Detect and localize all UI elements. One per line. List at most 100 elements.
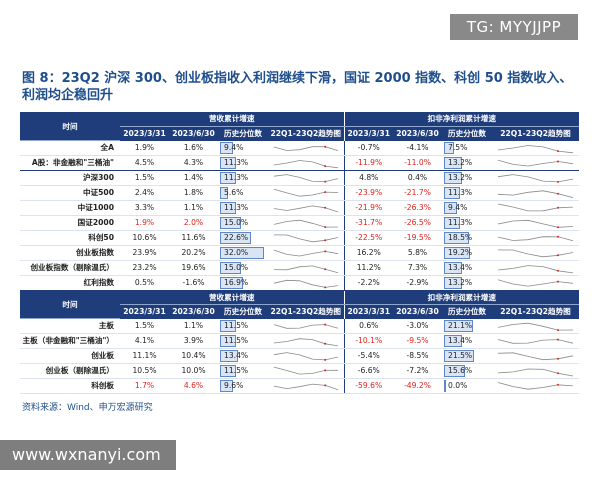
revenue-growth-cell: 10.4% (169, 348, 218, 364)
revenue-growth-cell: 1.7% (120, 378, 169, 394)
percentile-value: 15.0% (224, 218, 249, 228)
group-header-profit: 扣非净利润累计增速 (343, 112, 580, 127)
percentile-bar (444, 246, 470, 259)
revenue-growth-cell: 4.5% (120, 155, 169, 171)
profit-growth-cell: -22.5% (343, 230, 393, 246)
profit-growth-cell: -2.2% (343, 275, 393, 291)
percentile-cell: 21.5% (442, 348, 492, 364)
percentile-cell: 13.4% (442, 333, 492, 349)
profit-growth-cell: -23.9% (343, 185, 393, 201)
header-row-group: 时间 营收累计增速 扣非净利润累计增速 (20, 290, 580, 320)
col-header-name: 时间 (20, 112, 120, 142)
trend-sparkline (492, 185, 580, 201)
group-header-profit: 扣非净利润累计增速 (343, 290, 580, 305)
col-header-trend: 22Q1-23Q2趋势图 (492, 126, 580, 141)
percentile-value: 11.3% (224, 173, 249, 183)
revenue-growth-cell: 1.6% (169, 140, 218, 156)
table-row: 沪深300 1.5% 1.4% 11.3% 4.8% 0.4% 13.2% (20, 170, 580, 186)
profit-growth-cell: 4.8% (343, 170, 393, 186)
trend-sparkline (268, 140, 344, 156)
percentile-value: 19.2% (448, 248, 473, 258)
table-row: 红利指数 0.5% -1.6% 16.9% -2.2% -2.9% 13.2% (20, 275, 580, 291)
row-name: 创业板 (20, 348, 120, 364)
percentile-value: 11.5% (224, 336, 249, 346)
percentile-bar (220, 216, 241, 229)
percentile-cell: 11.5% (218, 318, 268, 334)
revenue-growth-cell: 10.6% (120, 230, 169, 246)
trend-sparkline (492, 318, 580, 334)
percentile-bar (220, 186, 228, 199)
trend-sparkline (492, 215, 580, 231)
percentile-bar (444, 201, 457, 214)
trend-sparkline (492, 200, 580, 216)
revenue-growth-cell: 10.5% (120, 363, 169, 379)
trend-sparkline (268, 260, 344, 276)
profit-growth-cell: 0.4% (393, 170, 442, 186)
row-name: 国证2000 (20, 215, 120, 231)
percentile-bar (220, 141, 233, 154)
revenue-growth-cell: 4.1% (120, 333, 169, 349)
table-row: 科创50 10.6% 11.6% 22.6% -22.5% -19.5% 18.5% (20, 230, 580, 246)
revenue-growth-cell: 11.1% (120, 348, 169, 364)
percentile-cell: 15.0% (218, 215, 268, 231)
table-row: A股：非金融和"三桶油" 4.5% 4.3% 11.3% -11.9% -11.0% 13.… (20, 155, 580, 171)
percentile-bar (220, 201, 236, 214)
percentile-value: 16.9% (224, 278, 249, 288)
percentile-cell: 13.2% (442, 170, 492, 186)
percentile-bar (220, 246, 264, 259)
revenue-growth-cell: -1.6% (169, 275, 218, 291)
trend-sparkline (492, 245, 580, 261)
table-row: 创业板 11.1% 10.4% 13.4% -5.4% -8.5% 21.5% (20, 348, 580, 364)
percentile-bar (220, 364, 236, 377)
trend-sparkline (268, 155, 344, 171)
percentile-value: 32.0% (224, 248, 249, 258)
percentile-value: 13.4% (224, 351, 249, 361)
trend-sparkline (268, 230, 344, 246)
figure-title: 图 8：23Q2 沪深 300、创业板指收入利润继续下滑，国证 2000 指数、… (22, 71, 573, 103)
data-table: 时间 营收累计增速 扣非净利润累计增速 2023/3/31 2023/6/30 历史分位数… (20, 112, 580, 394)
trend-sparkline (268, 275, 344, 291)
col-header-trend: 22Q1-23Q2趋势图 (492, 304, 580, 319)
percentile-bar (220, 156, 236, 169)
percentile-cell: 13.4% (218, 348, 268, 364)
percentile-cell: 18.5% (442, 230, 492, 246)
revenue-growth-cell: 1.5% (120, 318, 169, 334)
percentile-cell: 15.6% (442, 363, 492, 379)
table-row: 主板（非金融和"三桶油"） 4.1% 3.9% 11.5% -10.1% -9.5% 13.… (20, 333, 580, 349)
percentile-bar (444, 171, 462, 184)
revenue-growth-cell: 1.8% (169, 185, 218, 201)
trend-sparkline (268, 245, 344, 261)
revenue-growth-cell: 1.1% (169, 318, 218, 334)
revenue-growth-cell: 10.0% (169, 363, 218, 379)
percentile-cell: 13.2% (442, 155, 492, 171)
trend-sparkline (492, 333, 580, 349)
percentile-bar (444, 186, 460, 199)
percentile-cell: 13.2% (442, 275, 492, 291)
table-row: 中证1000 3.3% 1.1% 11.3% -21.9% -26.3% 9.4% (20, 200, 580, 216)
group-header-revenue: 营收累计增速 (120, 112, 344, 127)
row-name: 沪深300 (20, 170, 120, 186)
profit-growth-cell: -11.0% (393, 155, 442, 171)
profit-growth-cell: -11.9% (343, 155, 393, 171)
profit-growth-cell: -2.9% (393, 275, 442, 291)
table-row: 创业板指数（剔除温氏） 23.2% 19.6% 15.0% 11.2% 7.3% 13.4% (20, 260, 580, 276)
trend-sparkline (492, 230, 580, 246)
revenue-growth-cell: 11.6% (169, 230, 218, 246)
table-row: 科创板 1.7% 4.6% 9.6% -59.6% -49.2% 0.0% (20, 378, 580, 394)
source-note: 资料来源：Wind、申万宏源研究 (22, 403, 153, 413)
row-name: 科创板 (20, 378, 120, 394)
percentile-bar (444, 379, 446, 392)
percentile-bar (444, 364, 465, 377)
profit-growth-cell: -9.5% (393, 333, 442, 349)
trend-sparkline (492, 363, 580, 379)
profit-growth-cell: 5.8% (393, 245, 442, 261)
percentile-bar (220, 276, 243, 289)
trend-sparkline (268, 318, 344, 334)
percentile-cell: 11.5% (218, 363, 268, 379)
row-name: 红利指数 (20, 275, 120, 291)
percentile-cell: 11.5% (218, 333, 268, 349)
table-row: 主板 1.5% 1.1% 11.5% 0.6% -3.0% 21.1% (20, 318, 580, 334)
percentile-cell: 11.3% (218, 200, 268, 216)
trend-sparkline (268, 170, 344, 186)
col-header-name: 时间 (20, 290, 120, 320)
